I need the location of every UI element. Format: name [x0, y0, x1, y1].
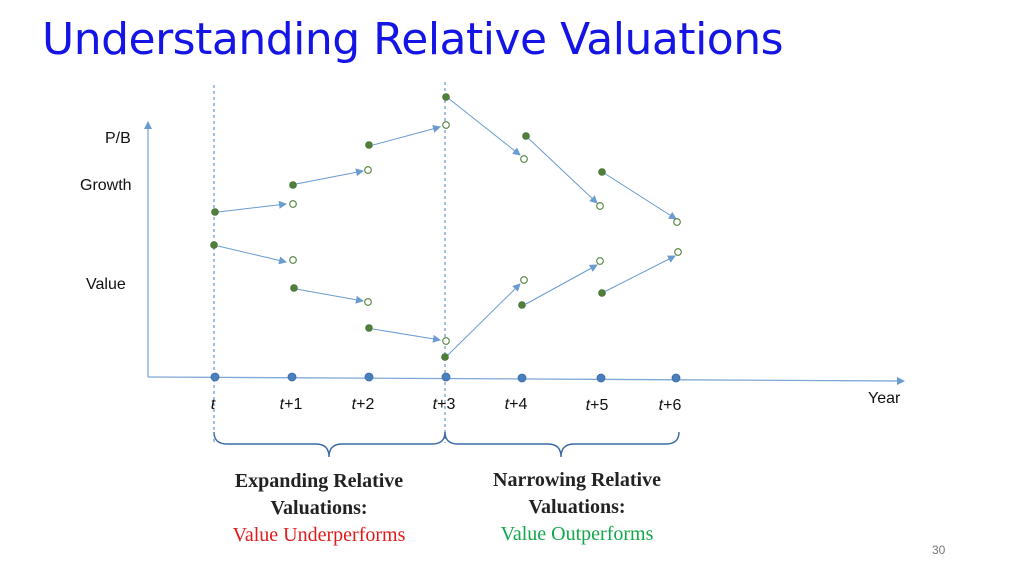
hollow-point: [520, 276, 528, 284]
x-axis-label-year: Year: [868, 390, 901, 407]
filled-point: [210, 241, 218, 249]
filled-point: [441, 353, 449, 361]
x-tick-t: t: [210, 396, 216, 413]
x-tick-t1: t+1: [279, 396, 303, 413]
hollow-point: [289, 256, 297, 264]
value-arrow: [525, 264, 598, 305]
hollow-point: [596, 202, 604, 210]
tick-dot: [287, 372, 297, 382]
filled-point: [518, 301, 526, 309]
hollow-point: [674, 248, 682, 256]
growth-arrow: [447, 97, 521, 156]
x-tick-t6: t+6: [658, 397, 682, 414]
value-arrow: [603, 255, 676, 293]
right-caption-heading: Narrowing Relative Valuations:: [493, 469, 661, 518]
hollow-point: [364, 166, 372, 174]
transition-arrows: [217, 97, 677, 356]
x-tick-t3: t+3: [432, 396, 456, 413]
filled-point: [598, 289, 606, 297]
filled-point: [365, 324, 373, 332]
filled-point: [211, 208, 219, 216]
x-axis-tick-dots: [210, 372, 681, 383]
value-arrow: [295, 288, 364, 304]
hollow-point: [673, 218, 681, 226]
left-caption-sub: Value Underperforms: [232, 524, 406, 546]
growth-arrow: [217, 200, 287, 213]
x-tick-t2: t+2: [351, 396, 375, 413]
right-brace: [444, 431, 680, 458]
value-arrow: [217, 245, 287, 265]
tick-dot: [596, 373, 606, 383]
left-brace: [213, 431, 446, 458]
hollow-point: [364, 298, 372, 306]
tick-dot: [517, 373, 527, 383]
right-caption: Narrowing Relative Valuations: Value Out…: [467, 467, 687, 548]
growth-arrow: [603, 172, 677, 220]
right-caption-sub: Value Outperforms: [500, 523, 654, 545]
x-tick-t4: t+4: [504, 396, 528, 413]
hollow-point: [596, 257, 604, 265]
filled-point: [365, 141, 373, 149]
page-number: 30: [932, 543, 946, 557]
tick-dot: [441, 372, 451, 382]
hollow-point: [442, 121, 450, 129]
hollow-point: [442, 337, 450, 345]
filled-point: [522, 132, 530, 140]
filled-points: [210, 93, 606, 361]
value-arrow: [447, 283, 521, 356]
hollow-points: [289, 121, 682, 345]
y-axis-label-pb: P/B: [105, 130, 131, 147]
growth-arrow: [526, 136, 598, 204]
hollow-point: [520, 155, 528, 163]
y-axis-label-value: Value: [86, 276, 126, 293]
value-arrow: [372, 328, 441, 343]
left-caption: Expanding Relative Valuations: Value Und…: [209, 468, 429, 549]
tick-dot: [364, 372, 374, 382]
left-caption-heading: Expanding Relative Valuations:: [234, 470, 404, 519]
filled-point: [290, 284, 298, 292]
tick-dot: [210, 372, 220, 382]
y-axis-label-growth: Growth: [80, 177, 132, 194]
filled-point: [289, 181, 297, 189]
filled-point: [598, 168, 606, 176]
filled-point: [442, 93, 450, 101]
hollow-point: [289, 200, 297, 208]
growth-arrow: [372, 124, 441, 146]
tick-dot: [671, 373, 681, 383]
growth-arrow: [295, 168, 364, 185]
page-title: Understanding Relative Valuations: [42, 14, 784, 65]
x-tick-t5: t+5: [585, 397, 609, 414]
